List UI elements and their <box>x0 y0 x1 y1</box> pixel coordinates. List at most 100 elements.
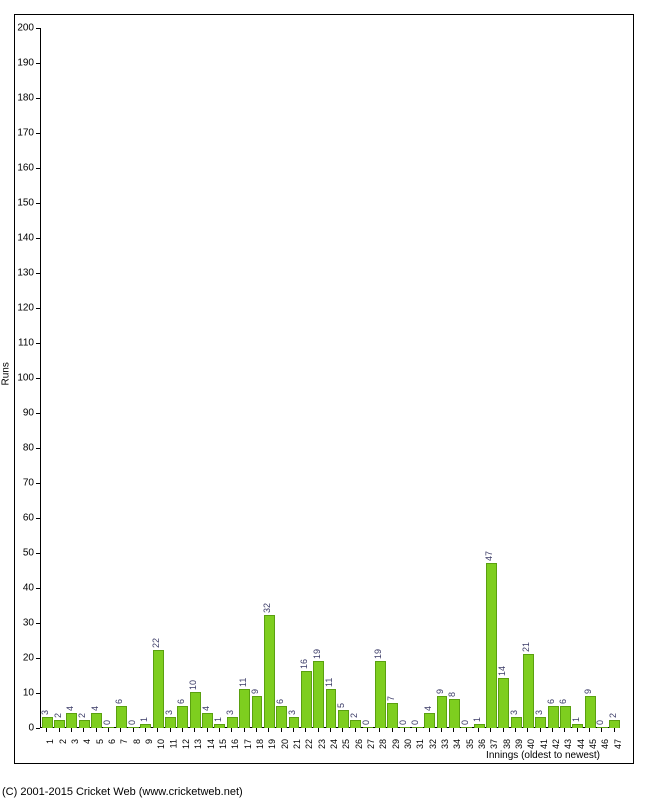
bar-value-label: 6 <box>176 699 186 704</box>
x-tick <box>281 728 282 732</box>
bar-value-label: 11 <box>238 677 248 686</box>
bar <box>437 696 448 729</box>
bar <box>338 710 349 729</box>
y-tick-label: 0 <box>28 723 34 734</box>
y-tick <box>36 168 40 169</box>
bar <box>153 650 164 728</box>
x-tick-label: 36 <box>477 739 487 749</box>
bar <box>326 689 337 729</box>
bar <box>523 654 534 729</box>
bar-value-label: 22 <box>151 638 161 648</box>
x-tick-label: 13 <box>193 739 203 749</box>
bar-value-label: 6 <box>114 699 124 704</box>
bar <box>214 724 225 729</box>
bar-value-label: 1 <box>472 716 482 721</box>
bar-value-label: 5 <box>336 702 346 707</box>
x-tick-label: 19 <box>267 739 277 749</box>
bar <box>116 706 127 728</box>
y-axis-line <box>40 28 41 728</box>
x-tick <box>96 728 97 732</box>
y-tick-label: 90 <box>23 408 34 419</box>
bar-value-label: 0 <box>595 720 605 725</box>
y-tick-label: 120 <box>17 303 34 314</box>
bar <box>375 661 386 729</box>
x-tick <box>330 728 331 732</box>
x-tick <box>170 728 171 732</box>
x-tick-label: 3 <box>70 739 80 744</box>
bar-value-label: 1 <box>213 716 223 721</box>
x-tick <box>46 728 47 732</box>
x-tick-label: 26 <box>354 739 364 749</box>
bar-value-label: 2 <box>53 713 63 718</box>
x-tick-label: 7 <box>119 739 129 744</box>
y-tick-label: 110 <box>18 338 34 349</box>
bar-value-label: 11 <box>324 677 334 686</box>
y-tick <box>36 413 40 414</box>
bar <box>449 699 460 728</box>
bar-value-label: 47 <box>484 550 494 560</box>
bar <box>128 727 139 728</box>
x-tick-label: 12 <box>181 739 191 749</box>
y-tick <box>36 448 40 449</box>
y-tick <box>36 238 40 239</box>
bar <box>66 713 77 728</box>
bar-value-label: 0 <box>398 720 408 725</box>
y-tick-label: 160 <box>17 163 34 174</box>
bar-value-label: 8 <box>447 692 457 697</box>
bar <box>202 713 213 728</box>
x-tick-label: 18 <box>255 739 265 749</box>
bar-value-label: 1 <box>139 716 149 721</box>
x-tick <box>453 728 454 732</box>
plot-area: 0102030405060708090100110120130140150160… <box>40 28 620 728</box>
y-tick-label: 180 <box>17 93 34 104</box>
x-tick-label: 39 <box>514 739 524 749</box>
bar <box>585 696 596 729</box>
bar-value-label: 14 <box>497 666 507 676</box>
x-tick-label: 9 <box>144 739 154 744</box>
x-tick <box>145 728 146 732</box>
x-tick <box>441 728 442 732</box>
bar <box>461 727 472 728</box>
x-axis-title: Innings (oldest to newest) <box>486 750 600 761</box>
x-tick-label: 24 <box>329 739 339 749</box>
bar <box>511 717 522 729</box>
x-tick-label: 30 <box>403 739 413 749</box>
bar-value-label: 19 <box>312 648 322 658</box>
x-tick-label: 5 <box>95 739 105 744</box>
x-tick <box>404 728 405 732</box>
bar <box>560 706 571 728</box>
x-tick-label: 33 <box>440 739 450 749</box>
y-tick <box>36 273 40 274</box>
x-tick <box>355 728 356 732</box>
x-tick <box>133 728 134 732</box>
x-tick-label: 20 <box>280 739 290 749</box>
x-tick <box>244 728 245 732</box>
y-tick-label: 200 <box>17 23 34 34</box>
x-tick-label: 16 <box>230 739 240 749</box>
bar-value-label: 4 <box>65 706 75 711</box>
y-tick <box>36 588 40 589</box>
y-tick-label: 140 <box>17 233 34 244</box>
x-tick <box>268 728 269 732</box>
x-tick <box>601 728 602 732</box>
bar-value-label: 6 <box>546 699 556 704</box>
x-tick-label: 34 <box>452 739 462 749</box>
x-tick <box>429 728 430 732</box>
bar-value-label: 2 <box>349 713 359 718</box>
y-tick <box>36 693 40 694</box>
x-tick-label: 25 <box>341 739 351 749</box>
y-tick-label: 80 <box>23 443 34 454</box>
x-tick <box>392 728 393 732</box>
y-tick <box>36 28 40 29</box>
copyright-text: (C) 2001-2015 Cricket Web (www.cricketwe… <box>2 786 243 798</box>
y-tick-label: 20 <box>23 653 34 664</box>
y-tick <box>36 518 40 519</box>
x-tick-label: 11 <box>169 739 179 748</box>
x-tick-label: 1 <box>45 739 55 744</box>
bar <box>177 706 188 728</box>
bar <box>239 689 250 729</box>
bar <box>79 720 90 728</box>
x-tick-label: 47 <box>613 739 623 749</box>
bar <box>165 717 176 729</box>
x-tick <box>490 728 491 732</box>
